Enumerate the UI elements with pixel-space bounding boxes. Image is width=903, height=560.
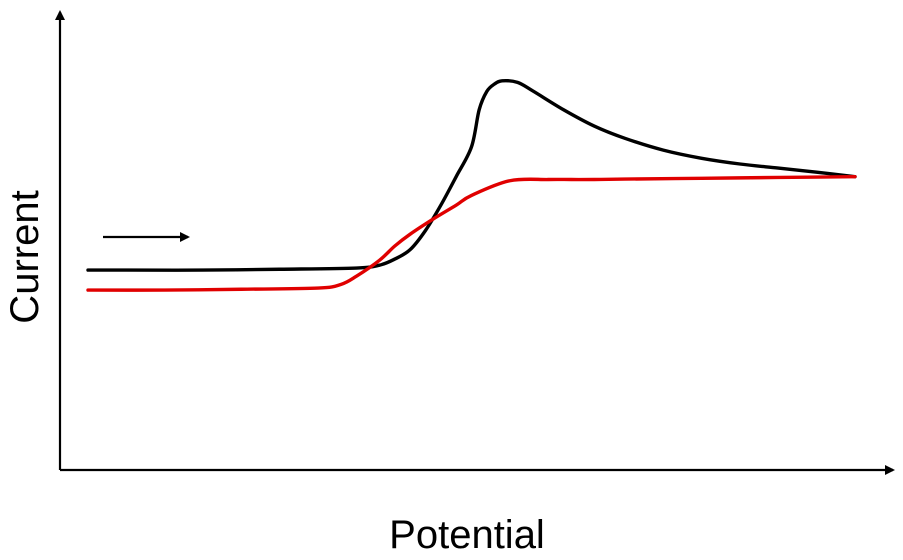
y-axis-title: Current: [3, 190, 47, 323]
red-curve: [86, 174, 857, 292]
series-layer: [86, 78, 857, 292]
x-axis-title: Potential: [389, 513, 545, 557]
black-curve: [86, 78, 857, 272]
